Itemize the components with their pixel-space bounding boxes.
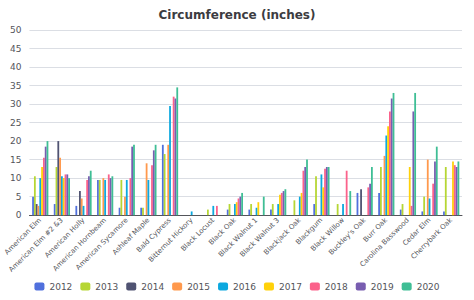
svg-text:5: 5 [16,192,22,202]
svg-text:10: 10 [10,173,22,183]
svg-text:45: 45 [10,44,21,54]
svg-text:American Sycamore: American Sycamore [74,216,130,272]
svg-text:Circumference (inches): Circumference (inches) [159,8,316,22]
svg-text:Cedar Elm: Cedar Elm [401,216,433,248]
svg-text:Buckley's Oak: Buckley's Oak [327,216,368,257]
svg-text:American Elm #2 &3: American Elm #2 &3 [7,216,65,274]
svg-text:2017: 2017 [279,282,302,292]
svg-text:American Elm: American Elm [3,216,43,256]
svg-text:Bitternut Hickory: Bitternut Hickory [147,216,195,264]
svg-text:Black Willow: Black Willow [309,216,346,253]
svg-text:Blackgum: Blackgum [294,216,325,247]
svg-text:Burr Oak: Burr Oak [361,216,390,244]
svg-text:2012: 2012 [49,282,72,292]
svg-text:Black Walnut 1: Black Walnut 1 [216,216,260,259]
svg-text:Bald Cypress: Bald Cypress [135,216,173,255]
svg-text:35: 35 [10,81,21,91]
svg-text:50: 50 [10,25,22,35]
svg-text:Black Oak: Black Oak [207,216,238,247]
svg-text:Carolina Basswood: Carolina Basswood [358,216,411,269]
svg-text:20: 20 [10,136,22,146]
svg-text:2019: 2019 [371,282,394,292]
svg-text:Ashleaf Maple: Ashleaf Maple [111,216,151,256]
svg-text:25: 25 [10,118,21,128]
svg-text:2016: 2016 [233,282,256,292]
svg-text:American Holly: American Holly [43,216,87,260]
svg-text:Black Walnut 3: Black Walnut 3 [238,216,281,259]
svg-text:Black Locust: Black Locust [179,216,216,253]
svg-text:2014: 2014 [141,282,164,292]
svg-text:Cherrybark Oak: Cherrybark Oak [409,216,454,261]
svg-text:30: 30 [10,99,22,109]
svg-text:2013: 2013 [95,282,118,292]
svg-text:2020: 2020 [417,282,440,292]
svg-text:Blackjack Oak: Blackjack Oak [262,216,303,257]
svg-text:0: 0 [16,210,22,220]
svg-text:2018: 2018 [325,282,348,292]
svg-text:15: 15 [10,155,21,165]
svg-text:American Hornbeam: American Hornbeam [51,216,108,273]
svg-text:2015: 2015 [187,282,210,292]
svg-text:40: 40 [10,62,22,72]
